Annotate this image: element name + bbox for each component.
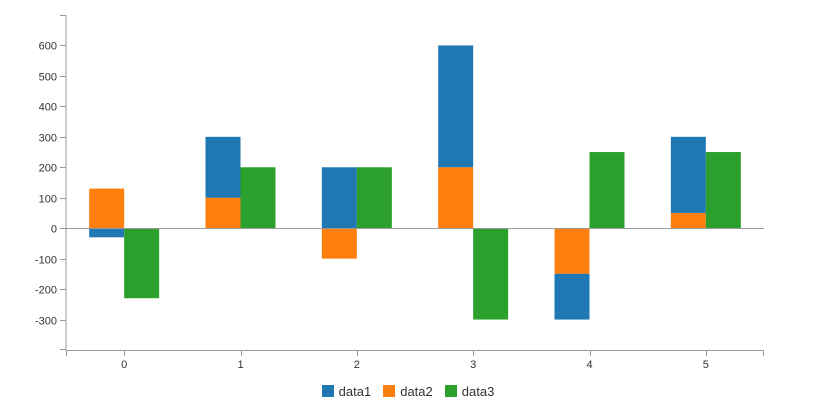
- y-tick-label: 0: [51, 224, 57, 236]
- bar-data3[interactable]: [124, 228, 160, 299]
- y-tick-label: -100: [35, 255, 57, 267]
- y-tick-label: -300: [35, 316, 57, 328]
- y-tick-label: 100: [39, 194, 57, 206]
- bar-data2[interactable]: [89, 188, 125, 229]
- legend-item-data1[interactable]: data1: [321, 383, 372, 399]
- legend-swatch-data2: [383, 385, 396, 397]
- y-axis: -300 -200 -100 0 100 200 300 400 500 600: [35, 15, 67, 350]
- bar-data1[interactable]: [438, 45, 474, 168]
- y-tick-label: 500: [39, 72, 57, 84]
- bar-data3[interactable]: [240, 167, 276, 229]
- y-tick-label: 300: [39, 133, 57, 145]
- y-tick-label: -200: [35, 285, 57, 297]
- y-tick-label: 200: [39, 163, 57, 175]
- bars: [89, 45, 741, 320]
- bar-data3[interactable]: [705, 152, 741, 229]
- legend-label-data1: data1: [338, 383, 372, 399]
- bar-data1[interactable]: [321, 167, 357, 229]
- bar-data1[interactable]: [205, 136, 241, 198]
- bar-data2[interactable]: [554, 228, 590, 274]
- bar-data2[interactable]: [438, 167, 474, 229]
- bar-data1[interactable]: [670, 136, 706, 213]
- y-tick-label: 400: [39, 102, 57, 114]
- bar-data3[interactable]: [589, 152, 625, 229]
- x-tick-label: 1: [237, 359, 243, 371]
- x-tick-label: 3: [470, 359, 476, 371]
- legend-swatch-data1: [321, 385, 334, 397]
- legend-item-data2[interactable]: data2: [383, 384, 433, 399]
- x-tick-label: 0: [121, 359, 127, 371]
- x-axis: 0 1 2 3 4 5: [66, 350, 764, 371]
- bar-data2[interactable]: [205, 197, 241, 229]
- x-tick-label: 4: [586, 359, 592, 371]
- legend-swatch-data3: [444, 385, 457, 397]
- x-tick-label: 2: [354, 359, 360, 371]
- bar-data1[interactable]: [89, 228, 125, 238]
- x-tick-label: 5: [703, 359, 709, 371]
- legend-label-data3: data3: [461, 383, 495, 399]
- legend-item-data3[interactable]: data3: [444, 383, 495, 399]
- bar-data1[interactable]: [554, 273, 590, 320]
- bar-data3[interactable]: [356, 167, 392, 229]
- bar-data2[interactable]: [670, 212, 706, 229]
- legend-label-data2: data2: [400, 383, 433, 399]
- y-tick-label: 600: [39, 41, 57, 53]
- bar-data3[interactable]: [473, 228, 509, 320]
- legend: data1 data2 data3: [0, 380, 816, 402]
- bar-data2[interactable]: [321, 228, 357, 259]
